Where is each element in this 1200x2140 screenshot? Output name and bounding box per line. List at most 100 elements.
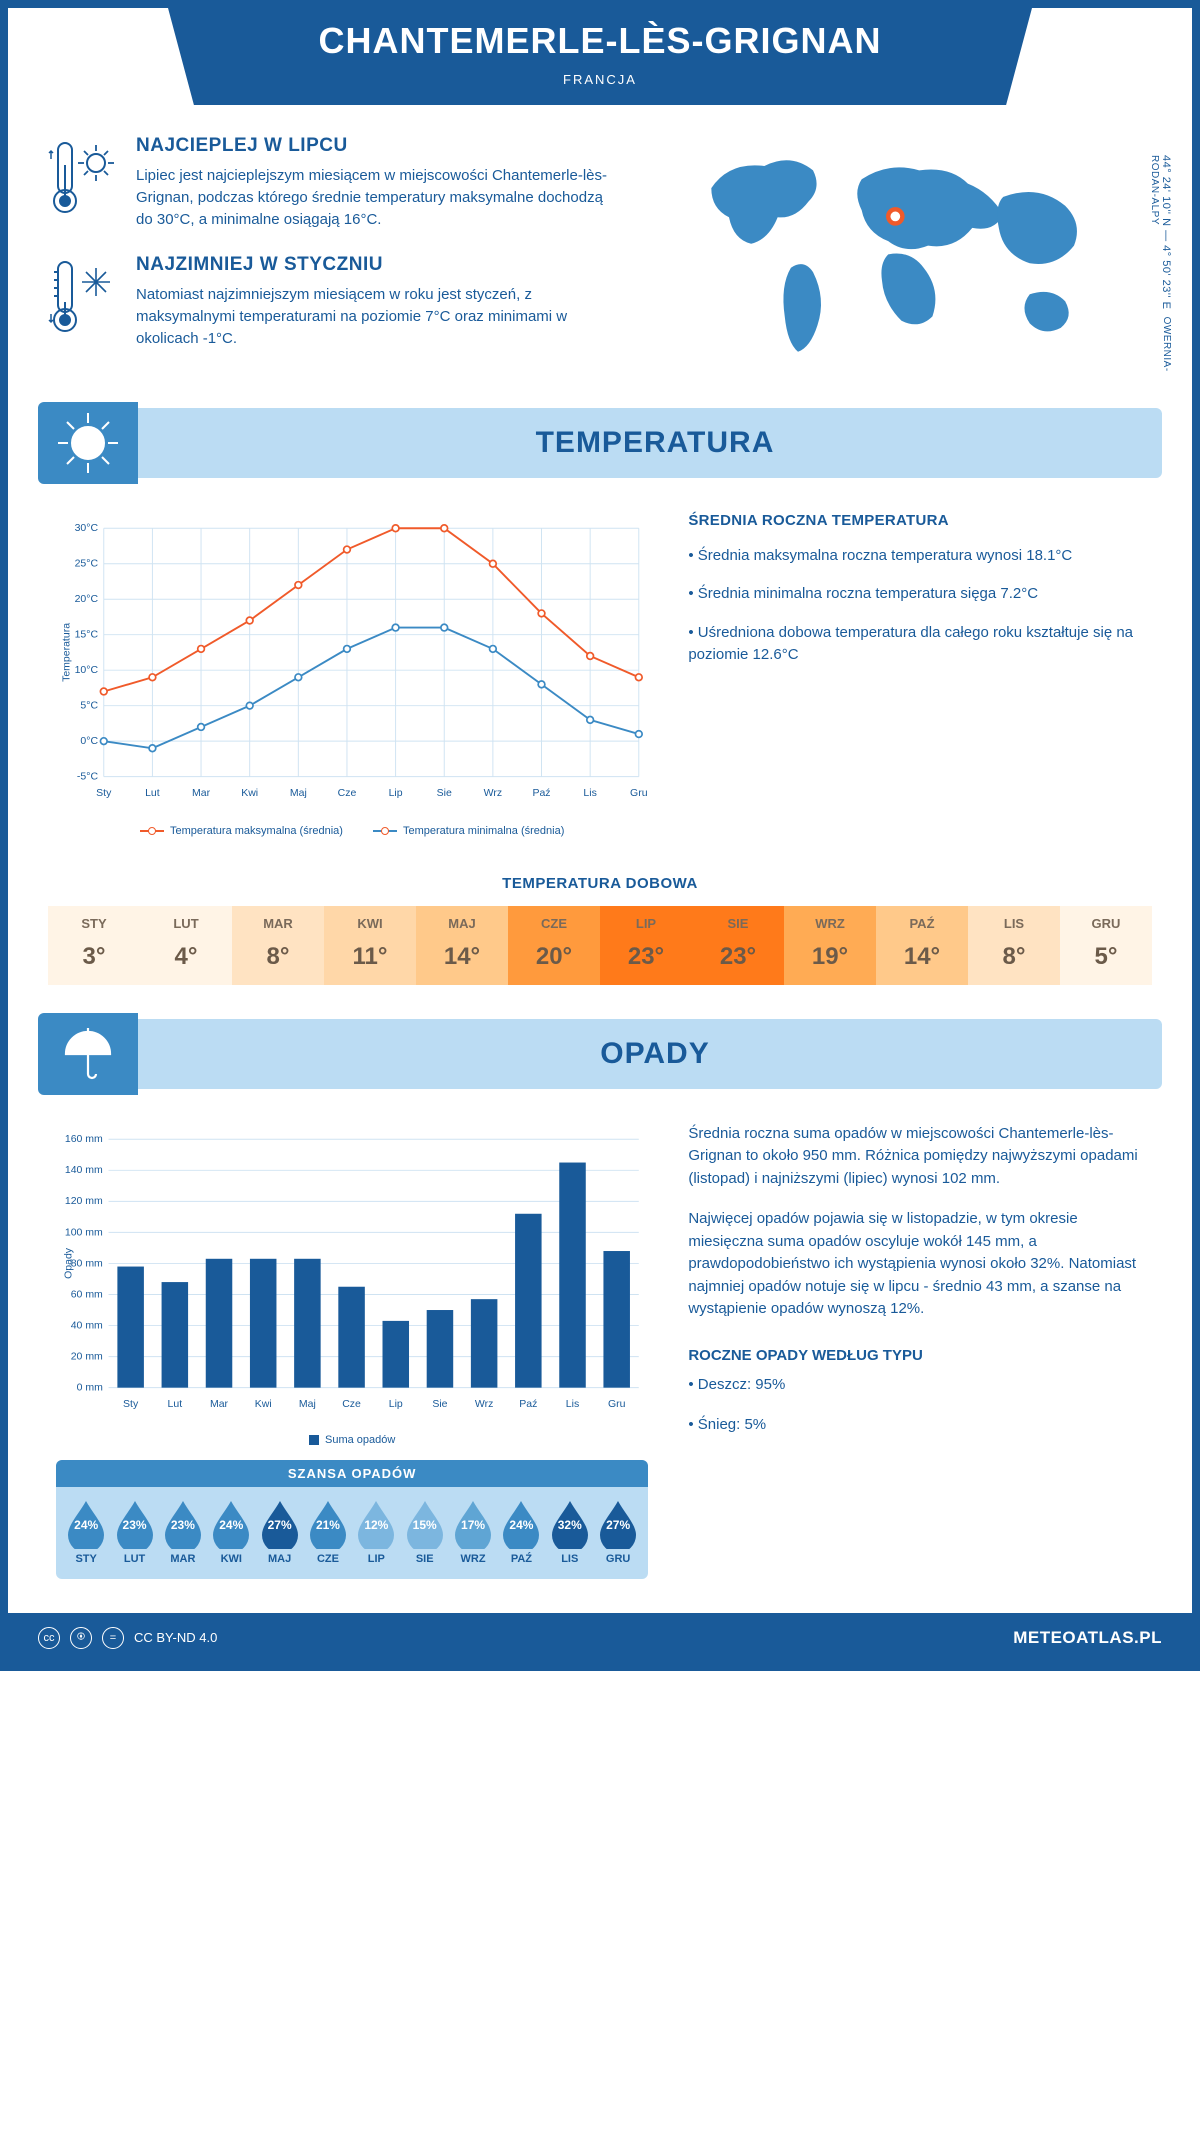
svg-text:Maj: Maj bbox=[290, 786, 307, 798]
footer: cc 🅯 = CC BY-ND 4.0 METEOATLAS.PL bbox=[8, 1613, 1192, 1663]
chance-drop: 27% MAJ bbox=[255, 1497, 303, 1565]
svg-text:Sty: Sty bbox=[123, 1397, 139, 1409]
daily-cell: SIE23° bbox=[692, 906, 784, 985]
svg-text:Lis: Lis bbox=[566, 1397, 579, 1409]
svg-text:Lut: Lut bbox=[145, 786, 160, 798]
svg-text:0°C: 0°C bbox=[80, 735, 98, 747]
svg-text:160 mm: 160 mm bbox=[65, 1133, 103, 1145]
precip-p1: Średnia roczna suma opadów w miejscowośc… bbox=[688, 1123, 1144, 1191]
svg-text:120 mm: 120 mm bbox=[65, 1195, 103, 1207]
chance-drop: 21% CZE bbox=[304, 1497, 352, 1565]
wind-icon-right bbox=[1052, 0, 1162, 13]
svg-text:Lut: Lut bbox=[168, 1397, 183, 1409]
daily-cell: WRZ19° bbox=[784, 906, 876, 985]
precip-chart: 0 mm20 mm40 mm60 mm80 mm100 mm120 mm140 … bbox=[56, 1123, 648, 1579]
chance-drop: 32% LIS bbox=[546, 1497, 594, 1565]
temp-stat-1: • Średnia maksymalna roczna temperatura … bbox=[688, 545, 1144, 568]
svg-text:Lip: Lip bbox=[389, 786, 403, 798]
svg-text:0 mm: 0 mm bbox=[77, 1381, 104, 1393]
chance-drop: 12% LIP bbox=[352, 1497, 400, 1565]
svg-text:Wrz: Wrz bbox=[484, 786, 502, 798]
svg-text:Mar: Mar bbox=[210, 1397, 229, 1409]
license-text: CC BY-ND 4.0 bbox=[134, 1630, 217, 1645]
svg-text:Paź: Paź bbox=[519, 1397, 537, 1409]
temp-stats: ŚREDNIA ROCZNA TEMPERATURA • Średnia mak… bbox=[688, 512, 1144, 837]
temp-legend: .legend-sw:nth-child(1)::before{border-c… bbox=[56, 825, 648, 837]
svg-text:30°C: 30°C bbox=[75, 522, 99, 534]
svg-text:100 mm: 100 mm bbox=[65, 1226, 103, 1238]
svg-text:Lip: Lip bbox=[389, 1397, 403, 1409]
daily-temp-title: TEMPERATURA DOBOWA bbox=[8, 875, 1192, 892]
fact-hot: NAJCIEPLEJ W LIPCU Lipiec jest najcieple… bbox=[48, 135, 612, 230]
svg-text:25°C: 25°C bbox=[75, 557, 99, 569]
world-map: 44° 24' 10'' N — 4° 50' 23'' E OWERNIA-R… bbox=[642, 135, 1152, 374]
chance-row: 24% STY 23% LUT 23% MAR 24% KWI 27% MAJ … bbox=[56, 1487, 648, 1569]
svg-text:Kwi: Kwi bbox=[241, 786, 258, 798]
wind-icon-left bbox=[38, 0, 148, 13]
chance-drop: 27% GRU bbox=[594, 1497, 642, 1565]
temp-body: -5°C0°C5°C10°C15°C20°C25°C30°CStyLutMarK… bbox=[8, 502, 1192, 857]
daily-cell: STY3° bbox=[48, 906, 140, 985]
precip-banner: OPADY bbox=[38, 1019, 1162, 1089]
cc-icon: cc bbox=[38, 1627, 60, 1649]
svg-text:Gru: Gru bbox=[630, 786, 648, 798]
chance-title: SZANSA OPADÓW bbox=[56, 1460, 648, 1487]
page: CHANTEMERLE-LÈS-GRIGNAN FRANCJA NAJCIEPL… bbox=[0, 0, 1200, 1671]
chance-drop: 24% STY bbox=[62, 1497, 110, 1565]
temp-stats-title: ŚREDNIA ROCZNA TEMPERATURA bbox=[688, 512, 1144, 529]
fact-hot-text: Lipiec jest najcieplejszym miesiącem w m… bbox=[136, 165, 612, 230]
header-row: CHANTEMERLE-LÈS-GRIGNAN FRANCJA bbox=[8, 8, 1192, 105]
by-icon: 🅯 bbox=[70, 1627, 92, 1649]
precip-p2: Najwięcej opadów pojawia się w listopadz… bbox=[688, 1208, 1144, 1321]
temp-section-title: TEMPERATURA bbox=[148, 426, 1162, 460]
temp-stat-3: • Uśredniona dobowa temperatura dla całe… bbox=[688, 622, 1144, 667]
svg-text:Gru: Gru bbox=[608, 1397, 626, 1409]
daily-cell: LIS8° bbox=[968, 906, 1060, 985]
city-title: CHANTEMERLE-LÈS-GRIGNAN bbox=[168, 20, 1032, 62]
fact-cold-text: Natomiast najzimniejszym miesiącem w rok… bbox=[136, 284, 612, 349]
svg-text:10°C: 10°C bbox=[75, 664, 99, 676]
chance-box: SZANSA OPADÓW 24% STY 23% LUT 23% MAR 24… bbox=[56, 1460, 648, 1579]
temp-stat-2: • Średnia minimalna roczna temperatura s… bbox=[688, 583, 1144, 606]
svg-text:Sie: Sie bbox=[437, 786, 452, 798]
fact-cold-title: NAJZIMNIEJ W STYCZNIU bbox=[136, 254, 612, 276]
svg-text:Maj: Maj bbox=[299, 1397, 316, 1409]
svg-text:Wrz: Wrz bbox=[475, 1397, 493, 1409]
svg-text:Lis: Lis bbox=[583, 786, 596, 798]
thermometer-sun-icon bbox=[48, 135, 118, 230]
fact-hot-title: NAJCIEPLEJ W LIPCU bbox=[136, 135, 612, 157]
daily-cell: CZE20° bbox=[508, 906, 600, 985]
chance-drop: 23% LUT bbox=[110, 1497, 158, 1565]
svg-text:60 mm: 60 mm bbox=[71, 1288, 103, 1300]
svg-text:40 mm: 40 mm bbox=[71, 1319, 103, 1331]
svg-text:15°C: 15°C bbox=[75, 628, 99, 640]
precip-snow: • Śnieg: 5% bbox=[688, 1414, 1144, 1437]
svg-text:Sty: Sty bbox=[96, 786, 112, 798]
svg-text:Opady: Opady bbox=[62, 1247, 74, 1279]
license: cc 🅯 = CC BY-ND 4.0 bbox=[38, 1627, 217, 1649]
umbrella-icon bbox=[38, 1013, 138, 1095]
sun-icon bbox=[38, 402, 138, 484]
chance-drop: 24% KWI bbox=[207, 1497, 255, 1565]
chance-drop: 23% MAR bbox=[159, 1497, 207, 1565]
svg-text:-5°C: -5°C bbox=[77, 770, 99, 782]
precip-body: 0 mm20 mm40 mm60 mm80 mm100 mm120 mm140 … bbox=[8, 1113, 1192, 1589]
nd-icon: = bbox=[102, 1627, 124, 1649]
site-name: METEOATLAS.PL bbox=[1013, 1628, 1162, 1648]
daily-temp-table: STY3°LUT4°MAR8°KWI11°MAJ14°CZE20°LIP23°S… bbox=[48, 906, 1152, 985]
svg-text:Sie: Sie bbox=[432, 1397, 447, 1409]
fact-cold: NAJZIMNIEJ W STYCZNIU Natomiast najzimni… bbox=[48, 254, 612, 349]
temp-chart: -5°C0°C5°C10°C15°C20°C25°C30°CStyLutMarK… bbox=[56, 512, 648, 837]
daily-cell: PAŹ14° bbox=[876, 906, 968, 985]
title-banner: CHANTEMERLE-LÈS-GRIGNAN FRANCJA bbox=[168, 8, 1032, 105]
precip-legend: Suma opadów bbox=[56, 1434, 648, 1446]
svg-text:Cze: Cze bbox=[342, 1397, 361, 1409]
svg-text:20 mm: 20 mm bbox=[71, 1350, 103, 1362]
svg-text:Temperatura: Temperatura bbox=[60, 622, 72, 681]
country-label: FRANCJA bbox=[168, 72, 1032, 87]
daily-cell: GRU5° bbox=[1060, 906, 1152, 985]
svg-text:140 mm: 140 mm bbox=[65, 1164, 103, 1176]
svg-text:Paź: Paź bbox=[532, 786, 550, 798]
svg-text:Kwi: Kwi bbox=[255, 1397, 272, 1409]
intro-section: NAJCIEPLEJ W LIPCU Lipiec jest najcieple… bbox=[8, 105, 1192, 394]
